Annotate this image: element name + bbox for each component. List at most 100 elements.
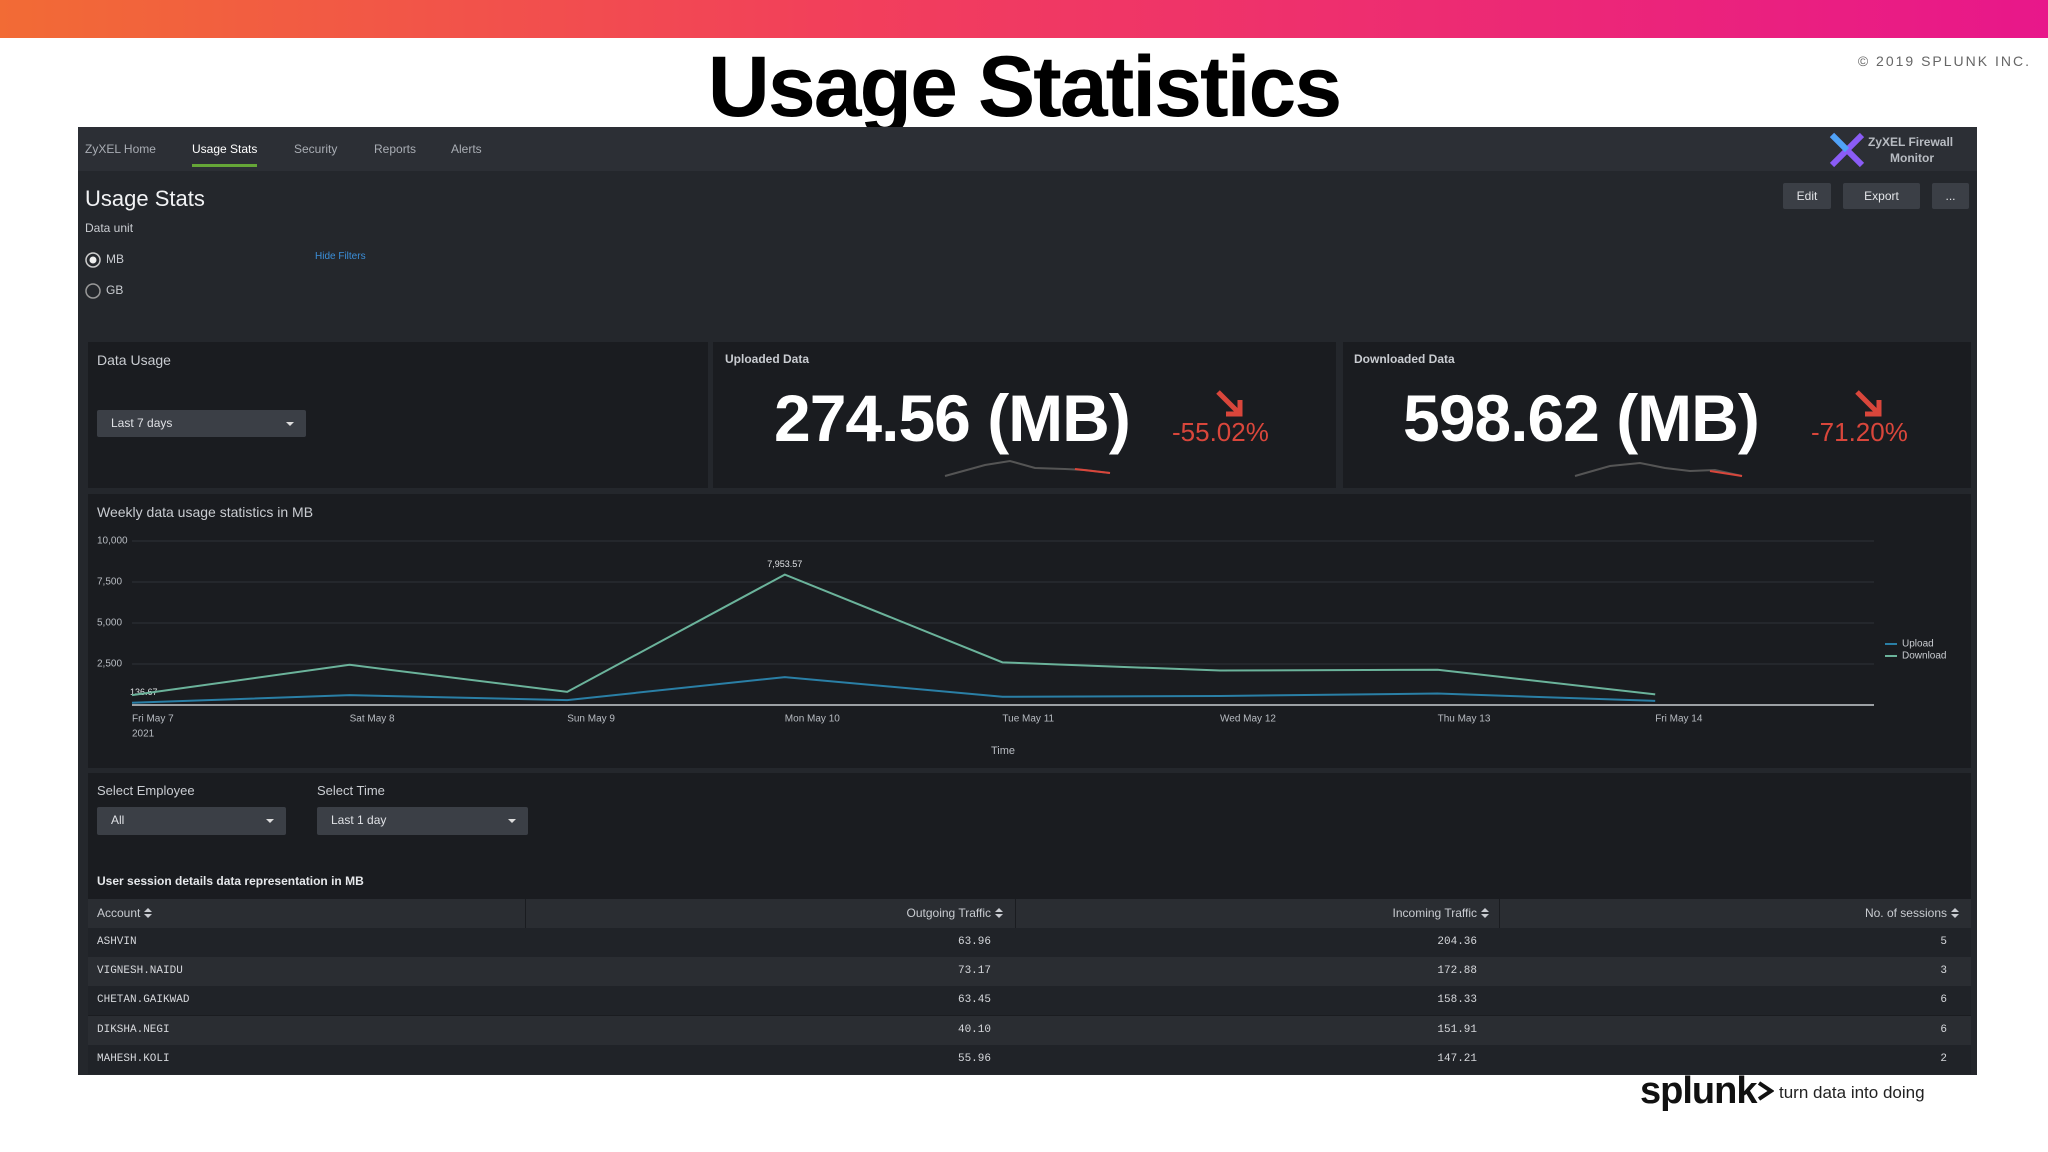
column-divider — [1499, 899, 1500, 928]
chart-panel — [88, 494, 1971, 768]
value-label: 136.67 — [130, 687, 158, 697]
kpi-decorations — [944, 390, 1882, 477]
kpi-change: -55.02% — [1172, 417, 1269, 447]
panel-title: Data Usage — [97, 352, 171, 368]
column-label: Outgoing Traffic — [906, 906, 992, 920]
x-tick-label: Fri May 7 — [132, 714, 174, 725]
brand: splunk — [1640, 1070, 1757, 1112]
radio-gb[interactable] — [84, 282, 102, 300]
y-tick-label: 7,500 — [97, 577, 122, 588]
table-cell: 55.96 — [957, 1052, 991, 1065]
table-cell: 6 — [1940, 1023, 1947, 1036]
sort-icon — [1951, 908, 1959, 918]
copyright: © 2019 SPLUNK INC. — [1857, 53, 2031, 69]
value-label: 7,953.57 — [767, 559, 802, 569]
table-cell: 2 — [1940, 1052, 1947, 1065]
range-dropdown[interactable]: Last 7 days — [97, 410, 306, 437]
nav-tab[interactable]: Alerts — [451, 142, 482, 156]
radio-label: GB — [106, 283, 124, 297]
data-unit-label: Data unit — [85, 221, 134, 235]
x-tick-label: Tue May 11 — [1002, 714, 1054, 725]
series-line — [131, 676, 1656, 704]
x-tick-label: Wed May 12 — [1220, 714, 1276, 725]
tagline: turn data into doing — [1779, 1083, 1925, 1102]
table-cell: ASHVIN — [97, 936, 137, 948]
y-tick-label: 10,000 — [97, 536, 128, 547]
radio-label: MB — [106, 252, 124, 266]
table-cell: 40.10 — [957, 1023, 991, 1036]
dashboard-title: Usage Stats — [85, 186, 205, 211]
edit-button[interactable]: Edit — [1783, 183, 1831, 209]
table-cell: DIKSHA.NEGI — [97, 1023, 170, 1036]
column-header[interactable]: Outgoing Traffic — [906, 899, 1003, 928]
table-cell: MAHESH.KOLI — [97, 1052, 170, 1065]
table-cell: VIGNESH.NAIDU — [97, 965, 183, 978]
nav-bar — [78, 127, 1977, 171]
slide-title: Usage Statistics — [707, 39, 1342, 135]
nav-tab[interactable]: Reports — [374, 142, 417, 156]
x-tick-label: Thu May 13 — [1438, 714, 1491, 725]
kpi-value: 598.62 (MB) — [1403, 381, 1760, 455]
filter-label: Select Employee — [97, 783, 195, 798]
nav-tab[interactable]: Security — [294, 142, 338, 156]
table-row: ASHVIN 63.96 204.36 5 — [88, 928, 1971, 957]
table-row: VIGNESH.NAIDU 73.17 172.88 3 — [88, 957, 1971, 987]
nav-tab[interactable]: ZyXEL Home — [85, 142, 156, 156]
legend-label: Upload — [1902, 639, 1934, 650]
logo-text: Monitor — [1890, 151, 1934, 165]
column-divider — [1015, 899, 1016, 928]
table-row: DIKSHA.NEGI 40.10 151.91 6 — [88, 1015, 1971, 1045]
table-cell: 204.36 — [1437, 936, 1477, 948]
nav-tab[interactable]: Usage Stats — [192, 142, 258, 167]
table-cell: 172.88 — [1437, 965, 1477, 978]
hide-filters-link[interactable]: Hide Filters — [315, 251, 366, 262]
sort-icon — [995, 908, 1003, 918]
time-dropdown[interactable]: Last 1 day — [317, 807, 528, 835]
kpi-value: 274.56 (MB) — [774, 381, 1131, 455]
table-cell: 73.17 — [957, 965, 991, 978]
table-cell: 63.96 — [957, 936, 991, 948]
series-line — [131, 573, 1656, 697]
table-cell: CHETAN.GAIKWAD — [97, 994, 190, 1007]
column-header[interactable]: Incoming Traffic — [1393, 899, 1489, 928]
brand-chevron — [1757, 1081, 1774, 1101]
table-cell: 5 — [1940, 936, 1947, 948]
radio-mb[interactable] — [84, 251, 102, 269]
table-title: User session details data representation… — [97, 874, 364, 888]
top-bar — [0, 0, 2048, 38]
more-button[interactable]: ... — [1932, 183, 1969, 209]
column-label: Incoming Traffic — [1392, 906, 1477, 920]
table-cell: 3 — [1940, 965, 1947, 978]
x-tick-label: Sun May 9 — [567, 714, 615, 725]
column-label: Account — [97, 906, 141, 920]
x-tick-label: Fri May 14 — [1655, 714, 1703, 725]
table-cell: 6 — [1940, 994, 1947, 1007]
x-tick-label: Sat May 8 — [350, 714, 395, 725]
table-row: MAHESH.KOLI 55.96 147.21 2 — [88, 1044, 1971, 1074]
employee-dropdown[interactable]: All — [97, 807, 286, 835]
x-axis-title: Time — [991, 745, 1015, 757]
export-button[interactable]: Export — [1843, 183, 1920, 209]
logo-icon — [1829, 132, 1865, 168]
legend-label: Download — [1902, 651, 1946, 662]
column-label: No. of sessions — [1864, 906, 1947, 920]
sort-icon — [1481, 908, 1489, 918]
column-header[interactable]: Account — [97, 899, 153, 928]
kpi-change: -71.20% — [1811, 417, 1908, 447]
filter-label: Select Time — [317, 783, 385, 798]
downloaded-title: Downloaded Data — [1354, 352, 1455, 366]
x-sub-label: 2021 — [132, 729, 155, 740]
column-divider — [525, 899, 526, 928]
y-tick-label: 2,500 — [97, 659, 122, 670]
table-row: CHETAN.GAIKWAD 63.45 158.33 6 — [88, 986, 1971, 1016]
table-cell: 158.33 — [1437, 994, 1477, 1007]
logo-text: ZyXEL Firewall — [1868, 135, 1954, 149]
table-cell: 147.21 — [1437, 1052, 1477, 1065]
sort-icon — [144, 908, 153, 918]
line-chart: 2,500 5,000 7,500 10,000 Fri May 7 Sat May 8 S… — [97, 536, 1946, 757]
chart-title: Weekly data usage statistics in MB — [97, 504, 314, 520]
table-cell: 63.45 — [957, 994, 991, 1007]
column-header[interactable]: No. of sessions — [1865, 899, 1959, 928]
table-header: Account Outgoing Traffic Incoming Traffic N… — [88, 899, 1971, 928]
